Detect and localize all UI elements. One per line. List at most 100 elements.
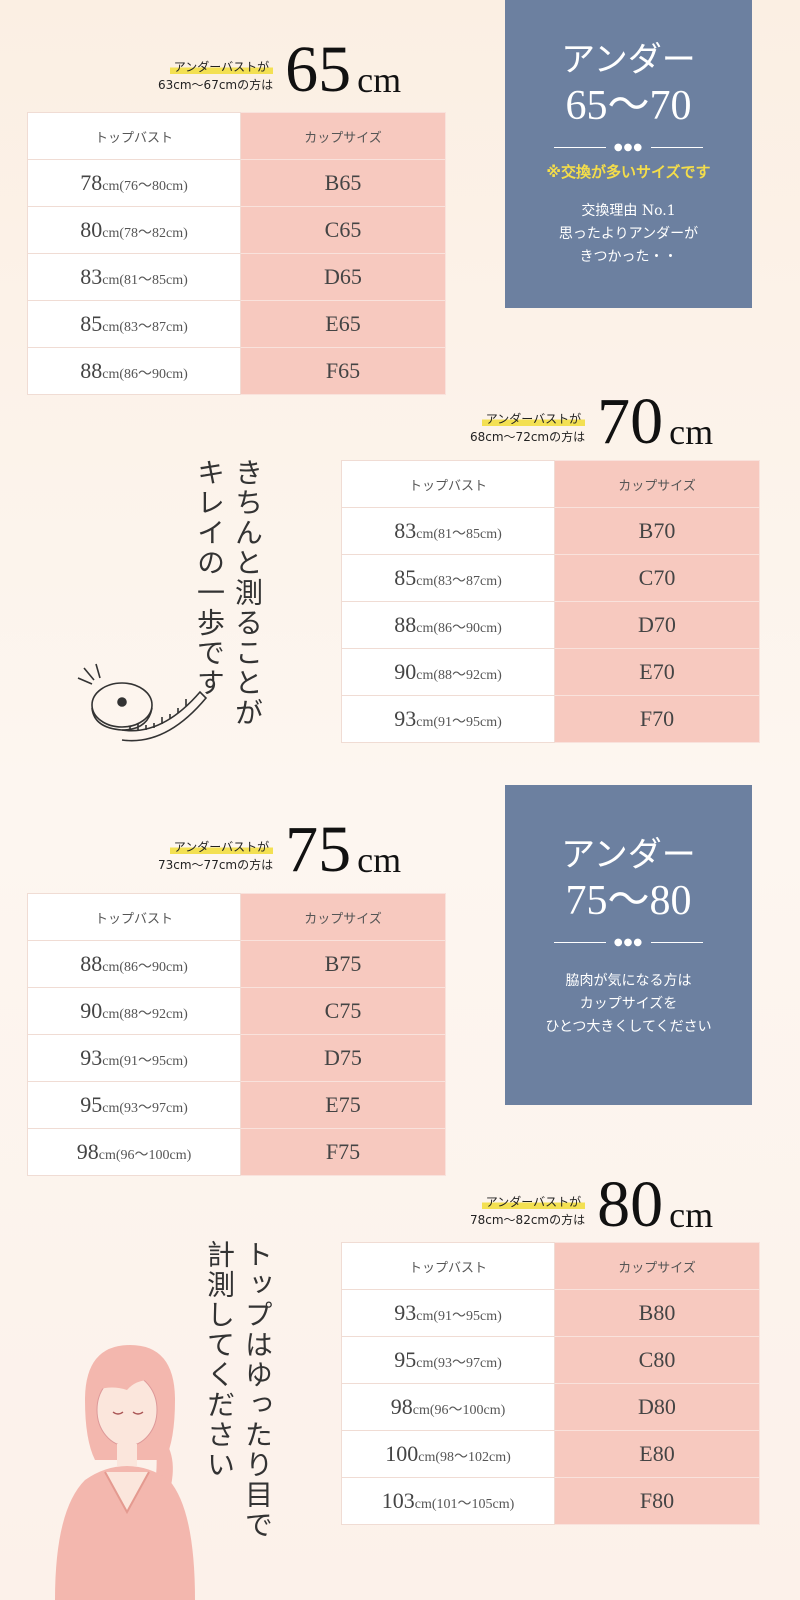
top-bust-value: 100 (385, 1441, 419, 1466)
vertical-message: トップはゆったり目で 計測してください (200, 1240, 276, 1540)
cup-size-cell: E75 (240, 1081, 446, 1129)
size-unit: cm (669, 412, 714, 452)
size-table: トップバスト カップサイズ 83cm(81〜85cm) B70 85cm(83〜… (341, 460, 760, 743)
info-note-line: きつかった・・ (579, 249, 678, 265)
top-bust-cell: 88cm(86〜90cm) (27, 940, 241, 988)
divider: ●●● (505, 142, 752, 153)
cup-size-cell: B70 (554, 507, 760, 555)
cup-size-cell: D65 (240, 253, 446, 301)
top-bust-cell: 78cm(76〜80cm) (27, 159, 241, 207)
info-range: 65〜70 (565, 83, 692, 129)
top-bust-range: cm(91〜95cm) (102, 1054, 188, 1069)
top-bust-cell: 100cm(98〜102cm) (341, 1430, 555, 1478)
table-row: 83cm(81〜85cm) B70 (341, 507, 760, 555)
label-line2: 78cm〜82cmの方は (470, 1213, 586, 1227)
top-bust-range: cm(96〜100cm) (98, 1148, 192, 1163)
info-title: アンダー (561, 42, 696, 79)
top-bust-range: cm(91〜95cm) (416, 715, 502, 730)
message-col1: トップはゆったり目で (241, 1240, 274, 1540)
cup-size-cell: E65 (240, 300, 446, 348)
heading-label: アンダーバストが 63cm〜67cmの方は (158, 58, 274, 94)
top-bust-cell: 85cm(83〜87cm) (27, 300, 241, 348)
info-note-line: 脇肉が気になる方は (565, 973, 692, 989)
size-table: トップバスト カップサイズ 93cm(91〜95cm) B80 95cm(93〜… (341, 1242, 760, 1525)
size-table: トップバスト カップサイズ 88cm(86〜90cm) B75 90cm(88〜… (27, 893, 446, 1176)
label-line1: アンダーバストが (169, 60, 274, 74)
top-bust-cell: 88cm(86〜90cm) (341, 601, 555, 649)
size-unit: cm (357, 840, 402, 880)
top-bust-value: 83 (394, 518, 417, 543)
under-bust-size: 80 (597, 1168, 664, 1241)
top-bust-cell: 93cm(91〜95cm) (27, 1034, 241, 1082)
size-unit: cm (669, 1195, 714, 1235)
header-cup-size: カップサイズ (554, 460, 760, 508)
top-bust-range: cm(93〜97cm) (102, 1101, 188, 1116)
label-line2: 63cm〜67cmの方は (158, 78, 274, 92)
table-header-row: トップバスト カップサイズ (341, 1242, 760, 1290)
top-bust-value: 85 (394, 565, 417, 590)
cup-size-cell: C70 (554, 554, 760, 602)
cup-size-cell: F80 (554, 1477, 760, 1525)
table-header-row: トップバスト カップサイズ (27, 112, 446, 160)
top-bust-range: cm(81〜85cm) (416, 527, 502, 542)
cup-size-cell: B65 (240, 159, 446, 207)
label-line1: アンダーバストが (169, 840, 274, 854)
top-bust-range: cm(93〜97cm) (416, 1356, 502, 1371)
cup-size-cell: E80 (554, 1430, 760, 1478)
header-top-bust: トップバスト (27, 112, 241, 160)
top-bust-value: 98 (390, 1394, 413, 1419)
label-line2: 68cm〜72cmの方は (470, 430, 586, 444)
table-row: 90cm(88〜92cm) C75 (27, 987, 446, 1035)
table-row: 103cm(101〜105cm) F80 (341, 1477, 760, 1525)
top-bust-cell: 93cm(91〜95cm) (341, 1289, 555, 1337)
top-bust-range: cm(86〜90cm) (416, 621, 502, 636)
table-row: 93cm(91〜95cm) B80 (341, 1289, 760, 1337)
size-table: トップバスト カップサイズ 78cm(76〜80cm) B65 80cm(78〜… (27, 112, 446, 395)
top-bust-range: cm(86〜90cm) (102, 960, 188, 975)
section-heading: アンダーバストが 63cm〜67cmの方は 65 cm (158, 37, 402, 103)
top-bust-value: 93 (394, 706, 417, 731)
top-bust-range: cm(83〜87cm) (102, 320, 188, 335)
top-bust-cell: 88cm(86〜90cm) (27, 347, 241, 395)
table-row: 88cm(86〜90cm) D70 (341, 601, 760, 649)
top-bust-cell: 93cm(91〜95cm) (341, 695, 555, 743)
vertical-message: きちんと測ることが キレイの一歩です (190, 458, 266, 728)
top-bust-value: 103 (381, 1488, 415, 1513)
header-cup-size: カップサイズ (240, 893, 446, 941)
cup-size-cell: B80 (554, 1289, 760, 1337)
top-bust-cell: 90cm(88〜92cm) (27, 987, 241, 1035)
message-col2: 計測してください (203, 1240, 236, 1480)
divider: ●●● (505, 937, 752, 948)
top-bust-value: 93 (394, 1300, 417, 1325)
cup-size-cell: D80 (554, 1383, 760, 1431)
table-row: 85cm(83〜87cm) C70 (341, 554, 760, 602)
top-bust-range: cm(78〜82cm) (102, 226, 188, 241)
table-row: 88cm(86〜90cm) F65 (27, 347, 446, 395)
top-bust-cell: 83cm(81〜85cm) (341, 507, 555, 555)
top-bust-cell: 90cm(88〜92cm) (341, 648, 555, 696)
top-bust-value: 95 (394, 1347, 417, 1372)
top-bust-range: cm(86〜90cm) (102, 367, 188, 382)
table-header-row: トップバスト カップサイズ (341, 460, 760, 508)
table-row: 95cm(93〜97cm) C80 (341, 1336, 760, 1384)
top-bust-cell: 95cm(93〜97cm) (341, 1336, 555, 1384)
top-bust-cell: 95cm(93〜97cm) (27, 1081, 241, 1129)
top-bust-range: cm(81〜85cm) (102, 273, 188, 288)
under-bust-size: 75 (285, 813, 352, 886)
top-bust-value: 80 (80, 217, 103, 242)
top-bust-cell: 98cm(96〜100cm) (341, 1383, 555, 1431)
top-bust-cell: 98cm(96〜100cm) (27, 1128, 241, 1176)
info-note-line: ひとつ大きくしてください (545, 1019, 712, 1035)
label-line2: 73cm〜77cmの方は (158, 858, 274, 872)
info-title: アンダー (561, 837, 696, 874)
under-bust-size: 70 (597, 385, 664, 458)
top-bust-value: 83 (80, 264, 103, 289)
table-row: 88cm(86〜90cm) B75 (27, 940, 446, 988)
top-bust-range: cm(101〜105cm) (414, 1497, 515, 1512)
header-top-bust: トップバスト (27, 893, 241, 941)
message-col1: きちんと測ることが (231, 458, 264, 728)
size-unit: cm (357, 60, 402, 100)
cup-size-cell: B75 (240, 940, 446, 988)
header-top-bust: トップバスト (341, 460, 555, 508)
top-bust-value: 85 (80, 311, 103, 336)
